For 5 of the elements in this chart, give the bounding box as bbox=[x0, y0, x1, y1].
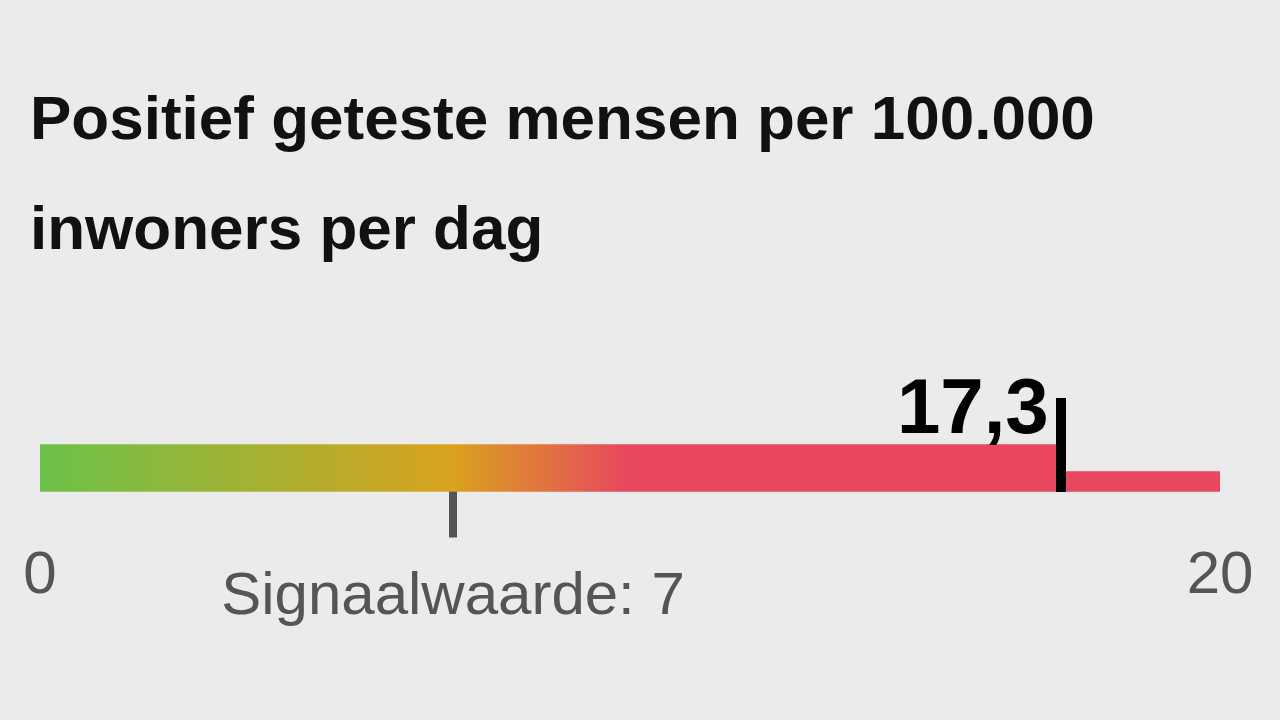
data-label: 17,3 bbox=[896, 361, 1049, 450]
x-tick-label: 20 bbox=[1186, 538, 1254, 606]
x-tick-label: 0 bbox=[23, 538, 57, 606]
chart-title: Positief geteste mensen per 100.000 inwoners per dag bbox=[30, 82, 1096, 264]
ref-line-label: Signaalwaarde: 7 bbox=[221, 559, 685, 627]
